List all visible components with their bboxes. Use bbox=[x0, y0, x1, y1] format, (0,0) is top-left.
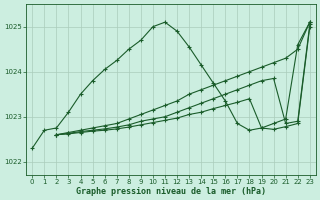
X-axis label: Graphe pression niveau de la mer (hPa): Graphe pression niveau de la mer (hPa) bbox=[76, 187, 266, 196]
